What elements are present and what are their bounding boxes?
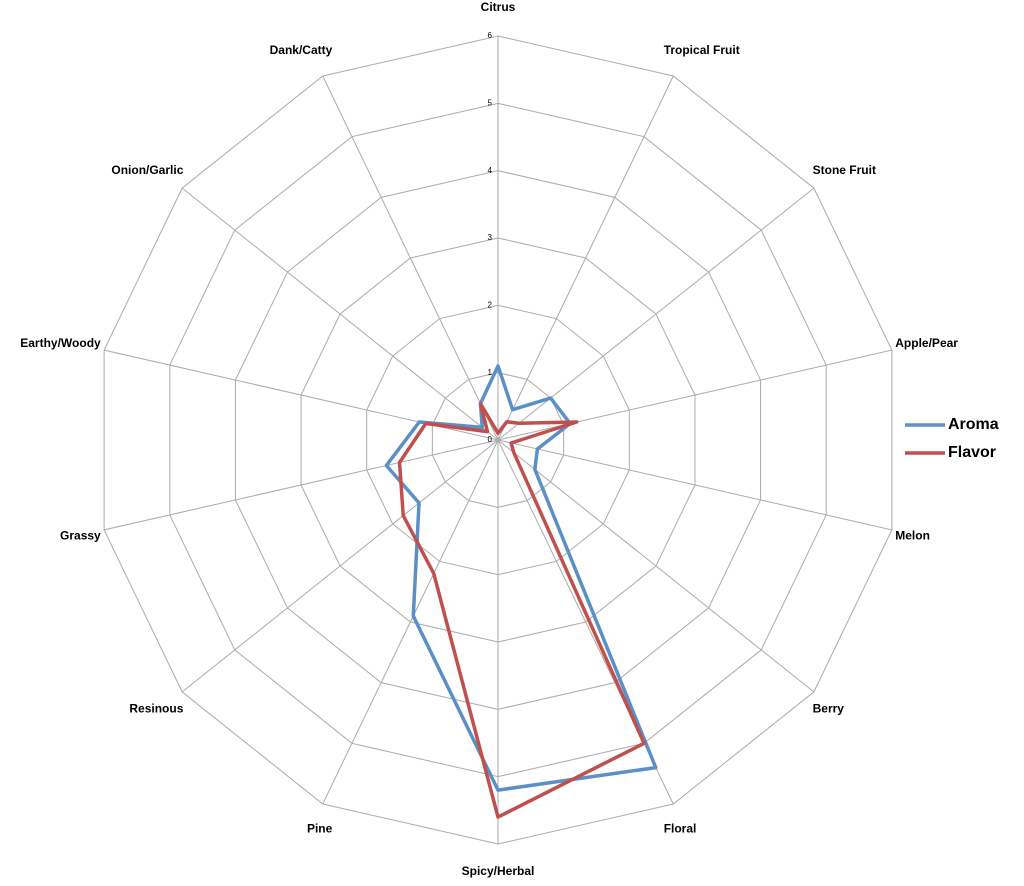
category-label: Berry [813, 702, 845, 716]
r-tick-label: 2 [488, 300, 493, 309]
r-tick-label: 1 [488, 368, 493, 377]
spoke [322, 439, 499, 805]
category-label: Stone Fruit [813, 163, 876, 177]
category-label: Earthy/Woody [20, 336, 101, 350]
r-tick-label: 5 [488, 98, 493, 107]
category-label: Resinous [129, 702, 183, 716]
category-label: Grassy [60, 528, 101, 542]
r-tick-label: 3 [488, 233, 493, 242]
spoke [497, 439, 892, 531]
r-tick-label: 6 [488, 31, 493, 40]
spoke [181, 187, 499, 441]
category-label: Onion/Garlic [111, 163, 183, 177]
spoke [104, 439, 499, 531]
category-label: Spicy/Herbal [462, 864, 535, 878]
legend-label: Aroma [948, 416, 999, 433]
category-label: Citrus [481, 0, 516, 14]
spoke [497, 75, 674, 441]
series-line [384, 364, 658, 792]
series-line [397, 401, 646, 819]
r-tick-label: 0 [488, 435, 493, 444]
spoke [181, 439, 499, 693]
spoke [497, 439, 815, 693]
category-label: Tropical Fruit [664, 43, 740, 57]
spoke [497, 187, 815, 441]
category-label: Dank/Catty [270, 43, 333, 57]
category-label: Melon [895, 528, 930, 542]
category-label: Pine [307, 821, 333, 835]
category-label: Apple/Pear [895, 336, 958, 350]
legend-label: Flavor [948, 444, 996, 461]
spoke [322, 75, 499, 441]
r-tick-label: 4 [488, 166, 493, 175]
category-label: Floral [664, 821, 697, 835]
